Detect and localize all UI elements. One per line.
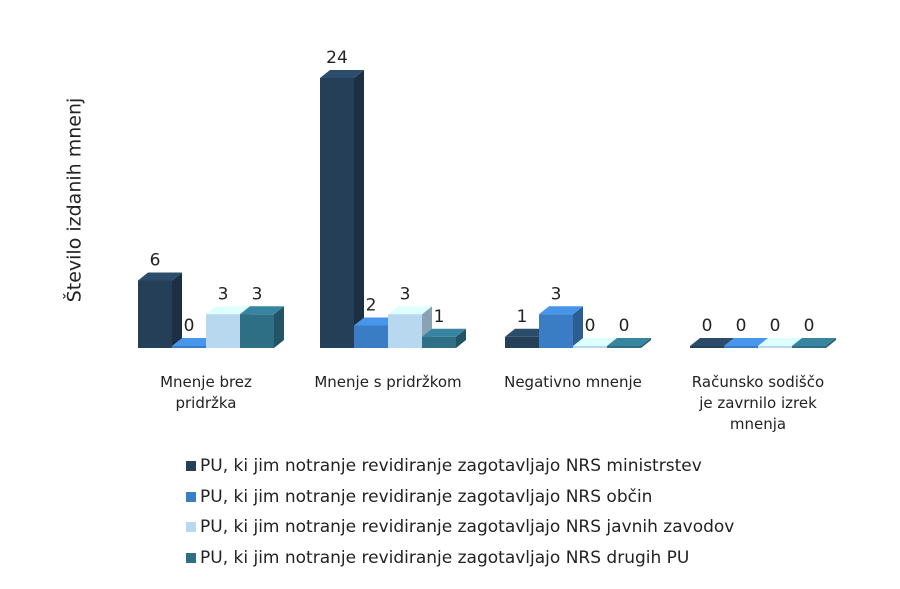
bar-front bbox=[690, 346, 724, 348]
legend-entry: PU, ki jim notranje revidiranje zagotavl… bbox=[186, 487, 652, 507]
bar-top bbox=[388, 306, 432, 315]
value-label: 0 bbox=[619, 316, 630, 336]
value-label: 0 bbox=[585, 316, 596, 336]
value-label: 0 bbox=[804, 316, 815, 336]
bar-top bbox=[690, 338, 734, 346]
legend-label: PU, ki jim notranje revidiranje zagotavl… bbox=[200, 456, 702, 476]
bar bbox=[320, 70, 364, 348]
legend-label: PU, ki jim notranje revidiranje zagotavl… bbox=[200, 486, 653, 507]
value-label: 1 bbox=[517, 307, 528, 327]
bar-top bbox=[240, 306, 284, 315]
legend-label: PU, ki jim notranje revidiranje zagotavl… bbox=[200, 547, 690, 568]
legend-swatch bbox=[186, 552, 196, 563]
bar-top bbox=[724, 338, 768, 346]
value-label: 3 bbox=[551, 284, 562, 304]
bar bbox=[240, 306, 284, 348]
legend-swatch bbox=[186, 522, 196, 532]
bar-top bbox=[573, 338, 617, 346]
y-axis-label: Število izdanih mnenj bbox=[62, 98, 86, 303]
bar-front bbox=[607, 346, 641, 348]
value-label: 0 bbox=[184, 316, 195, 336]
bar-side bbox=[354, 70, 364, 348]
bar bbox=[539, 306, 583, 348]
value-label: 0 bbox=[702, 316, 713, 336]
bar-front bbox=[539, 314, 573, 348]
x-tick-label: Mnenje s pridržkom bbox=[314, 373, 462, 391]
bar-side bbox=[172, 272, 182, 348]
bar-top bbox=[206, 306, 250, 315]
legend-entry: PU, ki jim notranje revidiranje zagotavl… bbox=[186, 548, 689, 568]
value-label: 3 bbox=[400, 284, 411, 304]
bar bbox=[792, 338, 836, 348]
bar-front bbox=[505, 336, 539, 348]
value-label: 24 bbox=[326, 48, 348, 68]
bar-front bbox=[138, 280, 172, 348]
bar-front bbox=[240, 314, 274, 348]
legend-swatch bbox=[186, 491, 196, 502]
bar-front bbox=[354, 325, 388, 348]
bar-top bbox=[758, 338, 802, 346]
value-label: 1 bbox=[434, 307, 445, 327]
legend-entry: PU, ki jim notranje revidiranje zagotavl… bbox=[186, 517, 734, 537]
bar-top bbox=[422, 328, 466, 337]
bar bbox=[422, 328, 466, 348]
bar-top bbox=[792, 338, 836, 346]
x-tick-label: Negativno mnenje bbox=[504, 373, 642, 391]
bar-side bbox=[641, 338, 651, 348]
value-label: 0 bbox=[736, 316, 747, 336]
bar-side bbox=[456, 328, 466, 348]
bar-front bbox=[724, 346, 758, 348]
value-label: 6 bbox=[150, 251, 161, 271]
bar-front bbox=[758, 346, 792, 348]
value-label: 3 bbox=[252, 284, 263, 304]
value-label: 2 bbox=[366, 296, 377, 316]
bar-top bbox=[172, 338, 216, 346]
value-label: 3 bbox=[218, 284, 229, 304]
legend-label: PU, ki jim notranje revidiranje zagotavl… bbox=[200, 517, 735, 537]
bar-front bbox=[422, 336, 456, 348]
bar-top bbox=[354, 317, 398, 326]
bar-side bbox=[274, 306, 284, 348]
bar-front bbox=[172, 346, 206, 348]
bar-top bbox=[607, 338, 651, 346]
bar-front bbox=[320, 78, 354, 348]
bar bbox=[138, 272, 182, 348]
legend-swatch bbox=[186, 461, 196, 471]
x-tick-label: Računsko sodiščo je zavrnilo izrek mnenj… bbox=[691, 373, 825, 433]
bar bbox=[607, 338, 651, 348]
value-label: 0 bbox=[770, 316, 781, 336]
x-tick-label: Mnenje brez pridržka bbox=[160, 373, 252, 412]
bar-front bbox=[388, 314, 422, 348]
bar-front bbox=[573, 346, 607, 348]
bar-side bbox=[826, 338, 836, 348]
bar-front bbox=[792, 346, 826, 348]
bar-top bbox=[505, 328, 549, 337]
bar-top bbox=[138, 272, 182, 281]
bar-front bbox=[206, 314, 240, 348]
bar-side bbox=[573, 306, 583, 348]
bar-top bbox=[539, 306, 583, 315]
bar-top bbox=[320, 70, 364, 78]
legend-entry: PU, ki jim notranje revidiranje zagotavl… bbox=[186, 456, 702, 476]
